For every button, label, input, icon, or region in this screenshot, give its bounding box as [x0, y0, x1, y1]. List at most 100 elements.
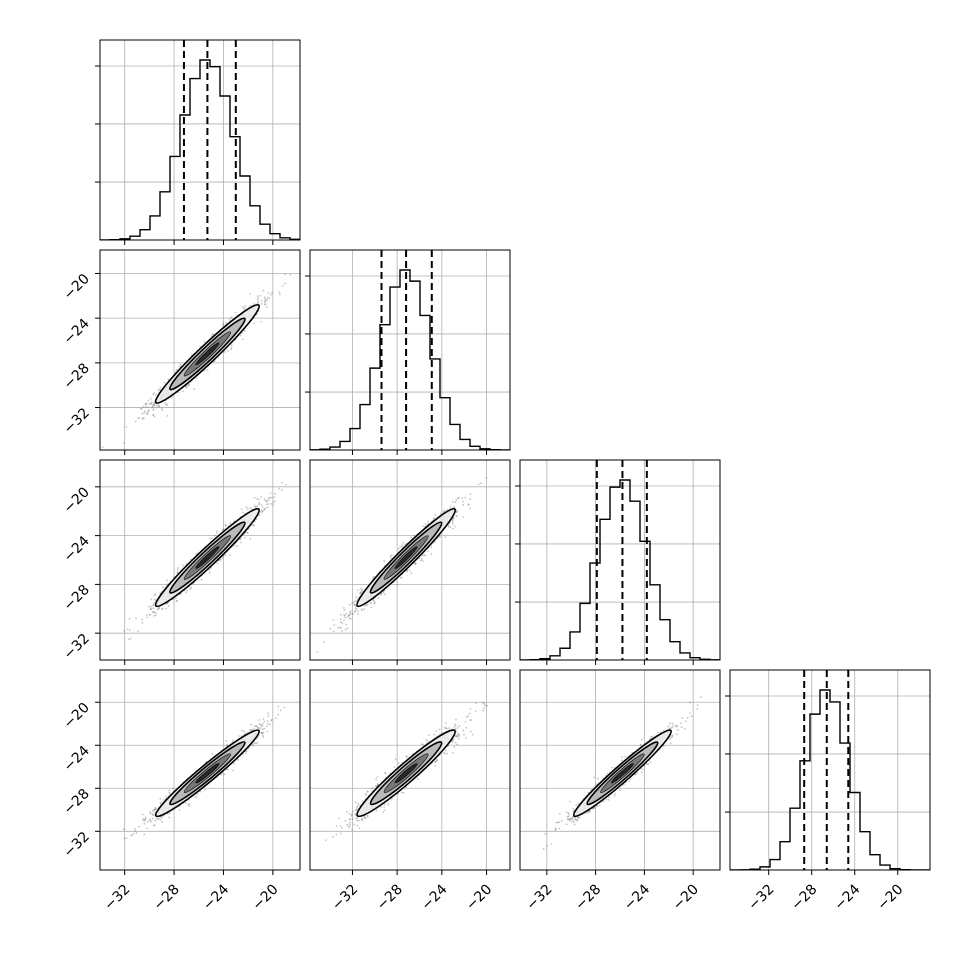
scatter-point — [249, 304, 252, 307]
scatter-point — [167, 605, 170, 608]
scatter-point — [456, 510, 459, 513]
scatter-point — [216, 562, 219, 565]
scatter-point — [366, 603, 369, 606]
scatter-point — [258, 722, 261, 725]
scatter-point — [333, 623, 335, 626]
scatter-point — [432, 517, 435, 520]
y-tick-label: −20 — [61, 484, 93, 516]
scatter-point — [256, 302, 259, 305]
scatter-point — [145, 402, 148, 405]
scatter-point — [152, 603, 155, 606]
scatter-point — [264, 499, 267, 502]
histogram-steps — [310, 269, 510, 450]
scatter-point — [154, 614, 157, 617]
scatter-point — [258, 728, 261, 730]
scatter-point — [339, 613, 342, 616]
scatter-point — [175, 368, 178, 371]
scatter-point — [152, 607, 155, 610]
scatter-point — [153, 824, 155, 827]
scatter-point — [261, 724, 264, 727]
scatter-point — [360, 608, 363, 611]
scatter-point — [264, 298, 267, 300]
scatter-point — [138, 416, 141, 419]
scatter-point — [149, 403, 152, 406]
scatter-point — [151, 610, 154, 613]
scatter-point — [246, 508, 249, 511]
scatter-point — [165, 403, 168, 406]
scatter-point — [361, 609, 364, 612]
density-contours — [154, 303, 261, 404]
scatter-point — [203, 340, 206, 343]
scatter-point — [273, 500, 276, 502]
scatter-point — [422, 525, 425, 528]
scatter-point — [250, 508, 253, 511]
scatter-point — [427, 550, 429, 553]
scatter-point — [261, 722, 264, 725]
scatter-point — [239, 334, 242, 337]
scatter-point — [161, 586, 164, 589]
scatter-point — [175, 600, 178, 603]
density-contours — [356, 507, 457, 608]
scatter-point — [142, 417, 145, 420]
scatter-point — [230, 344, 233, 346]
scatter-point — [139, 407, 142, 410]
scatter-point — [127, 638, 130, 641]
y-tick-label: −32 — [61, 405, 93, 437]
scatter-point — [477, 483, 480, 486]
scatter-point — [152, 404, 155, 406]
scatter-point — [332, 630, 335, 633]
scatter-point — [464, 496, 467, 499]
scatter-point — [264, 507, 267, 509]
scatter-point — [185, 386, 188, 388]
scatter-point — [281, 489, 283, 491]
scatter-point — [278, 291, 281, 294]
scatter-point — [150, 401, 153, 404]
scatter-point — [255, 518, 258, 521]
scatter-point — [280, 481, 283, 484]
scatter-point — [361, 589, 364, 591]
scatter-point — [419, 559, 422, 562]
scatter-point — [189, 587, 192, 590]
scatter-point — [452, 501, 454, 503]
scatter-point — [468, 504, 470, 506]
scatter-point — [165, 579, 168, 582]
scatter-point — [123, 442, 125, 445]
scatter-point — [167, 378, 170, 381]
scatter-point — [168, 791, 171, 794]
scatter-point — [401, 544, 404, 547]
scatter-point — [153, 614, 156, 617]
panel-frame — [309, 459, 511, 661]
scatter-point — [455, 515, 458, 518]
scatter-point — [258, 502, 261, 504]
scatter-point — [229, 522, 232, 525]
scatter-point — [383, 559, 386, 562]
scatter-point — [267, 291, 270, 294]
scatter-point — [156, 608, 159, 611]
scatter-point — [264, 301, 266, 304]
scatter-point — [152, 409, 155, 411]
scatter-point — [316, 650, 319, 653]
scatter-point — [269, 492, 272, 495]
scatter-point — [208, 571, 211, 574]
scatter-point — [264, 299, 267, 302]
scatter-point — [145, 402, 148, 405]
scatter-point — [341, 622, 344, 624]
scatter-point — [126, 628, 129, 631]
scatter-point — [447, 524, 450, 527]
scatter-point — [261, 731, 264, 734]
histogram-steps — [520, 479, 720, 660]
scatter-point — [129, 637, 132, 640]
scatter-point — [260, 302, 263, 305]
histogram-steps — [100, 59, 300, 240]
scatter-point — [220, 558, 222, 561]
scatter-point — [260, 509, 263, 512]
scatter-point — [195, 553, 197, 555]
scatter-point — [246, 531, 249, 534]
scatter-point — [423, 554, 425, 556]
scatter-point — [128, 617, 131, 620]
scatter-point — [155, 612, 157, 615]
scatter-point — [383, 593, 386, 596]
scatter-point — [244, 536, 247, 539]
scatter-point — [258, 513, 261, 516]
